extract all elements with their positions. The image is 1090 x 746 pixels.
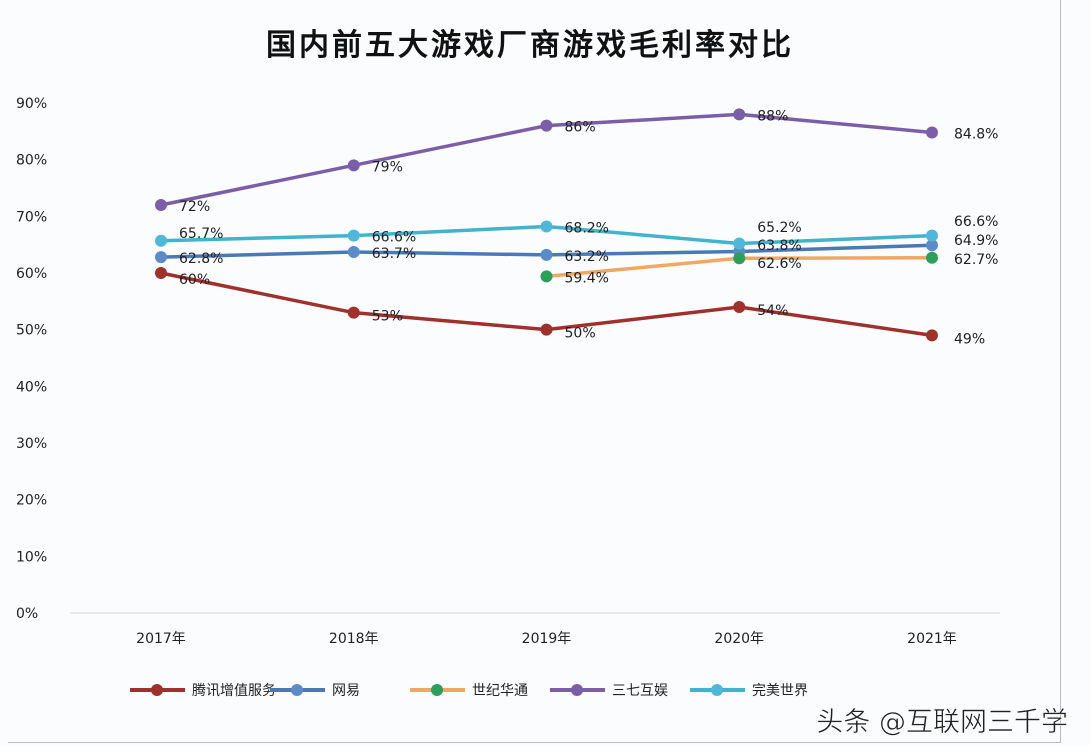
data-point	[347, 229, 360, 242]
data-label: 63.8%	[757, 238, 801, 254]
x-tick-label: 2019年	[522, 631, 572, 647]
data-label: 86%	[565, 120, 596, 136]
data-label: 65.7%	[179, 226, 223, 242]
data-label: 62.6%	[757, 256, 801, 272]
data-label: 54%	[757, 303, 788, 319]
y-tick-label: 40%	[16, 379, 47, 395]
y-tick-label: 50%	[16, 323, 47, 339]
data-point	[540, 220, 553, 233]
x-tick-label: 2020年	[714, 631, 764, 647]
data-point	[540, 270, 553, 283]
data-label: 68.2%	[565, 221, 609, 237]
legend-label: 腾讯增值服务	[192, 682, 276, 699]
data-point	[926, 251, 938, 264]
data-label: 84.8%	[954, 126, 998, 142]
y-tick-label: 20%	[16, 493, 47, 509]
legend-label: 三七互娱	[612, 683, 668, 699]
data-point	[540, 323, 553, 336]
data-label: 53%	[372, 309, 403, 325]
data-label: 79%	[372, 159, 403, 175]
data-label: 88%	[757, 108, 788, 124]
data-point	[347, 306, 360, 319]
data-point	[733, 237, 746, 250]
data-point	[926, 239, 938, 252]
data-point	[733, 301, 746, 313]
legend-marker	[151, 684, 163, 696]
data-point	[926, 329, 938, 342]
data-label: 63.7%	[372, 246, 416, 262]
legend-label: 世纪华通	[472, 683, 528, 699]
data-point	[155, 199, 167, 211]
legend-marker	[571, 684, 583, 696]
data-point	[155, 251, 167, 264]
data-label: 62.7%	[954, 252, 998, 268]
x-tick-label: 2021年	[907, 631, 957, 647]
legend-label: 网易	[332, 683, 360, 699]
watermark: 头条 @互联网三千学	[816, 707, 1068, 738]
legend-marker	[291, 684, 303, 696]
data-label: 49%	[954, 331, 985, 347]
data-point	[926, 126, 938, 139]
legend-marker	[711, 684, 723, 696]
x-tick-label: 2017年	[136, 631, 186, 647]
data-point	[155, 267, 167, 279]
legend-label: 完美世界	[752, 683, 808, 699]
y-tick-label: 10%	[16, 549, 47, 565]
y-tick-label: 0%	[16, 606, 38, 622]
data-point	[733, 252, 746, 265]
data-point	[540, 248, 553, 261]
data-label: 63.2%	[565, 249, 609, 265]
legend-marker	[431, 684, 443, 696]
data-label: 50%	[565, 326, 596, 342]
y-tick-label: 30%	[16, 436, 47, 452]
x-tick-label: 2018年	[329, 631, 379, 647]
data-label: 65.2%	[757, 220, 801, 236]
chart-title: 国内前五大游戏厂商游戏毛利率对比	[266, 28, 794, 63]
y-tick-label: 60%	[16, 266, 47, 282]
data-point	[540, 119, 553, 132]
data-point	[347, 159, 360, 172]
y-tick-label: 90%	[16, 96, 47, 112]
data-label: 64.9%	[954, 233, 998, 249]
data-point	[733, 108, 746, 121]
y-tick-label: 80%	[16, 153, 47, 169]
data-label: 72%	[179, 199, 210, 215]
data-point	[155, 234, 167, 247]
data-label: 66.6%	[372, 230, 416, 246]
data-label: 59.4%	[565, 270, 609, 286]
chart-frame	[8, 0, 1061, 743]
y-tick-label: 70%	[16, 209, 47, 225]
data-point	[926, 229, 938, 242]
data-label: 62.8%	[179, 251, 223, 267]
data-point	[347, 246, 360, 259]
data-label: 60%	[179, 272, 210, 288]
data-label: 66.6%	[954, 214, 998, 230]
